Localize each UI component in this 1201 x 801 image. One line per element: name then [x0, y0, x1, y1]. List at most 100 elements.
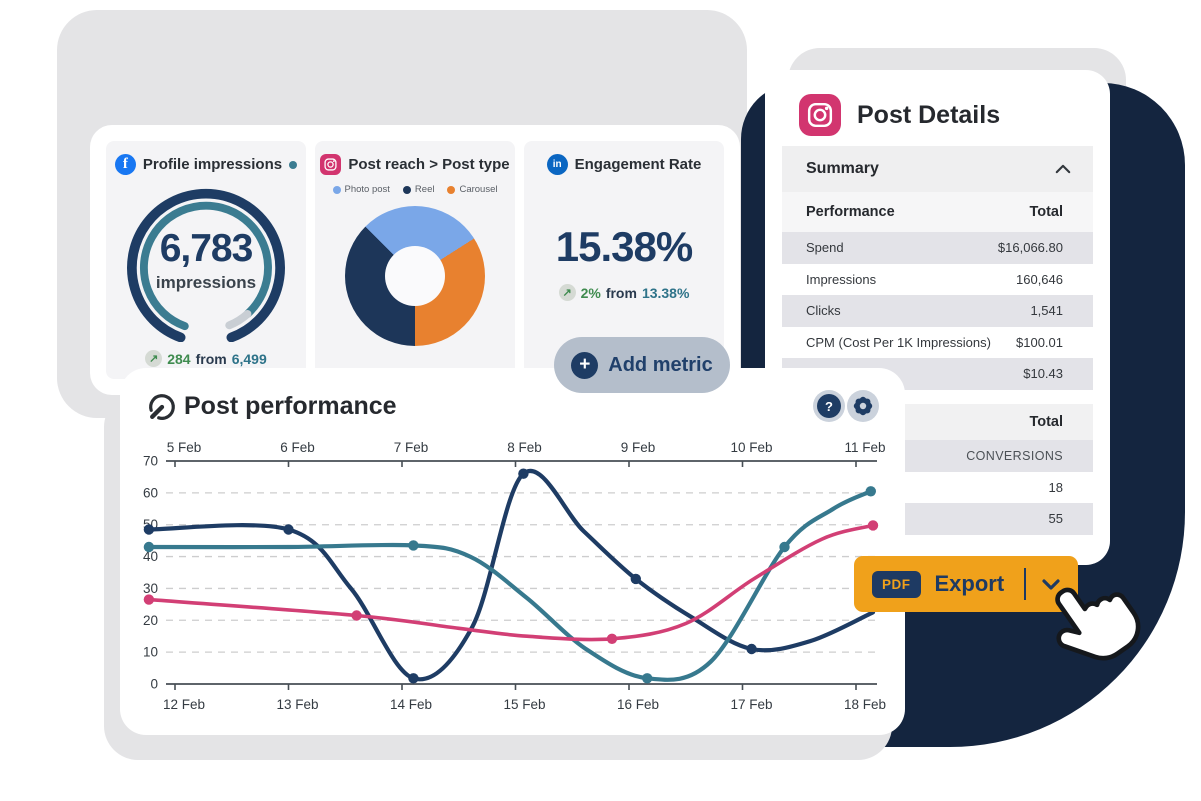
row-value: $16,066.80 — [997, 240, 1063, 256]
legend-label: Reel — [414, 184, 435, 195]
legend-label: Photo post — [344, 184, 390, 195]
export-dropdown-toggle[interactable] — [1042, 578, 1060, 590]
performance-table: Performance Total Spend $16,066.80 Impress… — [782, 192, 1093, 390]
x-label-top: 9 Feb — [621, 440, 656, 455]
post-performance-title: Post performance — [184, 392, 397, 420]
facebook-icon: f — [114, 154, 136, 175]
table-row: Spend $16,066.80 — [782, 232, 1093, 264]
row-value: 55 — [1048, 511, 1063, 527]
series-navy-point — [746, 643, 757, 655]
gauge-remainder-arc — [225, 309, 252, 330]
y-label: 30 — [143, 581, 158, 596]
column-total: Total — [1029, 414, 1063, 430]
row-value: 1,541 — [1030, 303, 1063, 319]
series-teal-point — [408, 540, 419, 551]
plus-icon: + — [571, 351, 599, 379]
series-pink-point — [351, 610, 362, 621]
row-value: $10.43 — [1023, 366, 1063, 382]
table-row: Clicks 1,541 — [782, 295, 1093, 327]
gauge-outer-arc — [127, 188, 285, 343]
x-label-bottom: 13 Feb — [276, 697, 318, 712]
add-metric-button[interactable]: + Add metric — [554, 337, 730, 393]
chevron-down-icon — [1042, 578, 1060, 590]
instagram-icon — [320, 154, 342, 175]
x-label-bottom: 18 Feb — [844, 697, 886, 712]
x-label-bottom: 17 Feb — [730, 697, 772, 712]
y-label: 0 — [150, 677, 158, 692]
metric-header: Post reach > Post type — [315, 154, 515, 175]
y-label: 40 — [143, 549, 158, 564]
pdf-format-badge: PDF — [872, 570, 921, 598]
post-type-donut-chart — [345, 206, 485, 346]
column-label: Performance — [806, 204, 895, 220]
legend-item: Carousel — [447, 184, 498, 195]
series-teal-point — [642, 673, 653, 684]
series-navy-point — [518, 468, 529, 479]
row-label: Impressions — [806, 271, 877, 287]
legend-item: Reel — [402, 184, 435, 195]
series-pink-point — [867, 520, 879, 531]
x-label-top: 7 Feb — [394, 440, 429, 455]
metric-title: Profile impressions — [142, 156, 283, 173]
delta-value: 2% — [580, 284, 601, 301]
x-label-bottom: 16 Feb — [617, 697, 659, 712]
y-label: 10 — [143, 645, 158, 660]
export-button[interactable]: PDF Export — [854, 556, 1078, 612]
legend-dot — [447, 185, 456, 194]
series-teal-point — [779, 541, 790, 553]
settings-button[interactable] — [847, 390, 879, 422]
y-label: 60 — [143, 485, 158, 500]
legend-item: Photo post — [332, 184, 390, 195]
row-value: CONVERSIONS — [966, 448, 1063, 463]
table-row: Impressions 160,646 — [782, 263, 1093, 295]
x-label-top: 5 Feb — [167, 440, 202, 455]
series-teal-point — [865, 486, 876, 497]
engagement-rate-value: 15.38% — [555, 223, 693, 270]
row-value: 160,646 — [1016, 271, 1063, 287]
series-navy-point — [408, 673, 419, 684]
metric-title: Engagement Rate — [574, 156, 702, 173]
row-label: CPM (Cost Per 1K Impressions) — [806, 334, 991, 350]
engagement-delta-row: ↗ 2% from 13.38% — [524, 284, 724, 301]
series-teal-point — [143, 541, 155, 553]
export-divider — [1024, 568, 1026, 600]
gauge-dial-icon — [146, 391, 178, 428]
table-row: CPM (Cost Per 1K Impressions) $100.01 — [782, 326, 1093, 358]
up-arrow-icon: ↗ — [145, 350, 163, 367]
metric-status-dot — [289, 160, 298, 169]
column-total: Total — [1029, 204, 1063, 220]
post-performance-line-chart: 5 Feb 12 Feb 6 Feb 13 Feb 7 Feb 14 Feb 8 Feb 15… — [143, 440, 886, 712]
delta-from-label: from — [605, 284, 637, 301]
x-label-bottom: 14 Feb — [390, 697, 432, 712]
x-label-top: 6 Feb — [280, 440, 315, 455]
gauge-progress-arc — [139, 201, 272, 331]
export-label: Export — [934, 571, 1005, 596]
impressions-value: 6,783 — [159, 227, 254, 270]
summary-section-toggle[interactable]: Summary — [782, 146, 1093, 192]
delta-value: 284 — [167, 350, 191, 367]
summary-label: Summary — [806, 160, 879, 177]
row-label: Spend — [806, 240, 844, 256]
donut-legend: Photo post Reel Carousel — [315, 184, 515, 195]
legend-dot — [332, 185, 341, 194]
performance-table-header: Performance Total — [782, 192, 1093, 232]
donut-hole — [385, 246, 445, 306]
row-value: 18 — [1048, 479, 1063, 495]
instagram-icon — [799, 94, 841, 136]
metric-title: Post reach > Post type — [348, 156, 510, 173]
legend-label: Carousel — [459, 184, 498, 195]
x-label-bottom: 12 Feb — [163, 697, 205, 712]
chevron-up-icon[interactable] — [1055, 164, 1071, 174]
y-label: 70 — [143, 454, 158, 469]
x-label-top: 8 Feb — [507, 440, 542, 455]
x-label-top: 11 Feb — [844, 440, 885, 455]
series-pink-point — [606, 633, 618, 644]
post-details-title: Post Details — [857, 100, 1001, 129]
row-label: Clicks — [806, 303, 841, 319]
help-button[interactable]: ? — [813, 390, 845, 422]
series-navy-point — [283, 524, 294, 535]
question-mark-icon: ? — [817, 394, 841, 418]
row-value: $100.01 — [1016, 334, 1063, 350]
x-label-top: 10 Feb — [730, 440, 772, 455]
gauge-arcs — [127, 188, 285, 343]
